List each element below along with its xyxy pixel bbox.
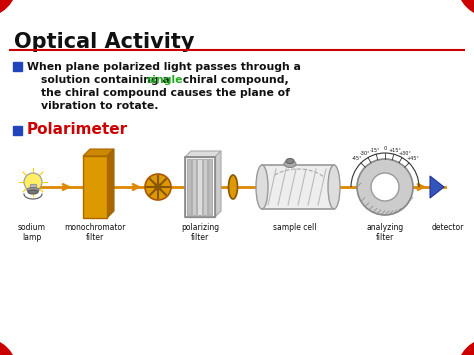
Ellipse shape: [328, 165, 340, 209]
Text: sample cell: sample cell: [273, 223, 317, 232]
Circle shape: [145, 174, 171, 200]
Text: chiral compound,: chiral compound,: [179, 75, 289, 85]
Text: +45°: +45°: [407, 157, 419, 162]
Polygon shape: [107, 149, 114, 218]
Text: single: single: [147, 75, 183, 85]
Bar: [187, 159, 191, 215]
Text: polarizing
filter: polarizing filter: [181, 223, 219, 242]
Text: monochromator
filter: monochromator filter: [64, 223, 126, 242]
Circle shape: [371, 173, 399, 201]
Circle shape: [0, 337, 18, 355]
Ellipse shape: [28, 190, 38, 194]
Circle shape: [0, 0, 18, 18]
Bar: [192, 159, 196, 215]
Circle shape: [456, 0, 474, 18]
Text: Polarimeter: Polarimeter: [27, 122, 128, 137]
Circle shape: [357, 159, 413, 215]
Circle shape: [24, 173, 42, 191]
Polygon shape: [215, 151, 221, 217]
Bar: [197, 159, 201, 215]
Text: solution containing a: solution containing a: [41, 75, 173, 85]
Text: When plane polarized light passes through a: When plane polarized light passes throug…: [27, 62, 301, 72]
Text: +30°: +30°: [398, 151, 411, 156]
Text: -45°: -45°: [352, 157, 362, 162]
Bar: [185, 157, 215, 217]
Bar: [202, 159, 207, 215]
Ellipse shape: [286, 158, 294, 164]
Ellipse shape: [284, 160, 296, 168]
Text: detector: detector: [432, 223, 464, 232]
Bar: [185, 157, 215, 217]
Text: 0: 0: [383, 147, 386, 152]
Circle shape: [456, 337, 474, 355]
Ellipse shape: [27, 187, 39, 192]
Bar: [83, 156, 107, 218]
Bar: [262, 165, 334, 209]
Polygon shape: [185, 151, 221, 157]
Text: Optical Activity: Optical Activity: [14, 32, 194, 52]
Text: analyzing
filter: analyzing filter: [366, 223, 404, 242]
Text: sodium
lamp: sodium lamp: [18, 223, 46, 242]
Bar: [30, 184, 36, 190]
Circle shape: [155, 184, 161, 190]
Ellipse shape: [256, 165, 268, 209]
Ellipse shape: [228, 175, 237, 199]
Polygon shape: [83, 149, 114, 156]
Polygon shape: [430, 176, 444, 198]
Bar: [13, 126, 22, 135]
Text: the chiral compound causes the plane of: the chiral compound causes the plane of: [41, 88, 290, 98]
Bar: [13, 62, 22, 71]
Bar: [208, 159, 212, 215]
Text: -15°: -15°: [369, 148, 380, 153]
Text: -30°: -30°: [360, 151, 371, 156]
Text: +15°: +15°: [388, 148, 401, 153]
Text: vibration to rotate.: vibration to rotate.: [41, 101, 158, 111]
